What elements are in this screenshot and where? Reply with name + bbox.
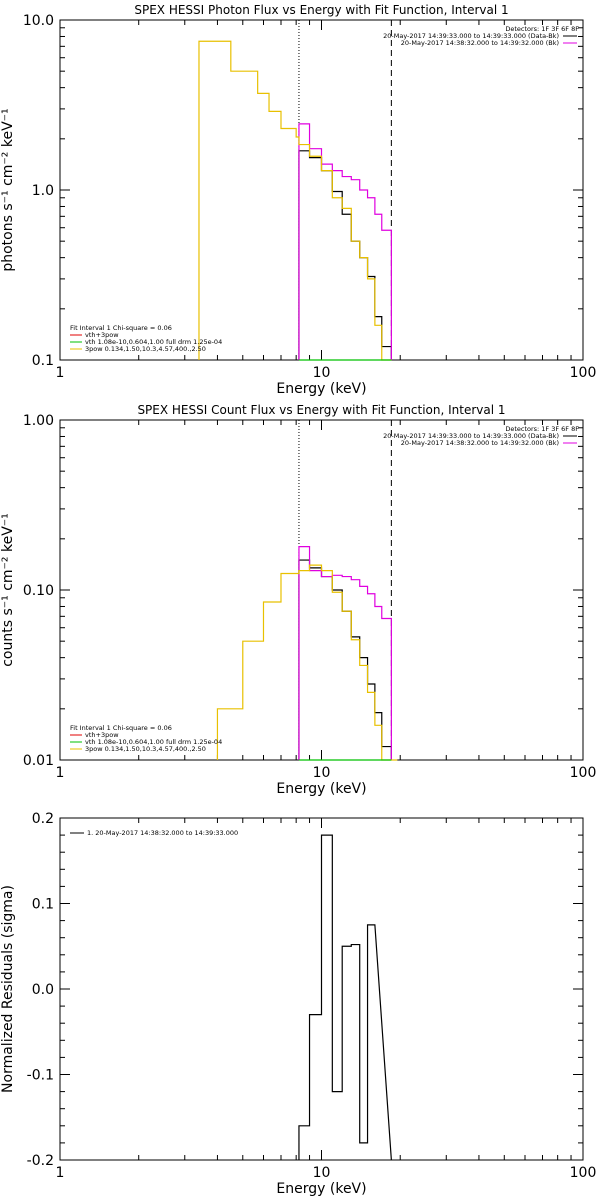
series-2-histogram [298, 546, 392, 760]
x-axis-label: Energy (keV) [276, 1181, 366, 1197]
x-tick-label: 100 [570, 765, 597, 781]
legend-top-entry: Detectors: 1F 3F 6F 8F [505, 425, 579, 433]
chart-panel-3: 1 10 100 -0.2 -0.1 0.0 0.1 0.2 Energy (keV) Norma… [0, 811, 596, 1197]
x-tick-label: 1 [56, 1165, 65, 1181]
y-tick-label: 10.0 [23, 13, 54, 29]
x-tick-label: 1 [56, 765, 65, 781]
chart-panel-2: 1 10 100 0.01 0.10 1.00 SPEX HESSI Count Flux … [0, 403, 596, 797]
series-1-histogram [298, 150, 392, 360]
legend-fit-entry: vth 1.08e-10,0.604,1.00 full drm 1.25e-0… [85, 738, 222, 746]
y-tick-label: 0.10 [23, 583, 54, 599]
series-2-histogram [298, 123, 392, 360]
x-tick-label: 100 [570, 365, 597, 381]
x-tick-label: 10 [313, 1165, 331, 1181]
y-tick-label: 0.0 [32, 982, 54, 998]
legend-fit-entry: Fit Interval 1 Chi-square = 0.06 [70, 324, 172, 332]
legend-top-entry: 1. 20-May-2017 14:38:32.000 to 14:39:33.… [87, 829, 238, 837]
legend-top-entry: 20-May-2017 14:38:32.000 to 14:39:32.000… [401, 439, 559, 447]
x-tick-label: 10 [313, 365, 331, 381]
chart-title: SPEX HESSI Count Flux vs Energy with Fit… [137, 403, 505, 417]
x-axis-label: Energy (keV) [276, 381, 366, 397]
y-tick-label: 0.01 [23, 753, 54, 769]
series-1-histogram [298, 559, 392, 760]
legend-fit-entry: vth+3pow [85, 331, 119, 339]
x-tick-label: 1 [56, 365, 65, 381]
legend-fit-entry: 3pow 0.134,1.50,10.3,4.57,400.,2.50 [85, 745, 206, 753]
legend-fit-entry: Fit Interval 1 Chi-square = 0.06 [70, 724, 172, 732]
y-tick-label: 1.0 [32, 183, 54, 199]
y-axis-label: photons s⁻¹ cm⁻² keV⁻¹ [0, 108, 16, 271]
legend-top-entry: 20-May-2017 14:38:32.000 to 14:39:32.000… [401, 39, 559, 47]
y-axis-label: counts s⁻¹ cm⁻² keV⁻¹ [0, 513, 16, 667]
y-tick-label: 0.1 [32, 353, 54, 369]
series-1-histogram [298, 834, 392, 1161]
y-tick-label: 0.1 [32, 897, 54, 913]
y-tick-label: -0.2 [27, 1153, 54, 1169]
plot-frame [59, 419, 584, 761]
x-tick-label: 100 [570, 1165, 597, 1181]
series-3-histogram [198, 40, 392, 361]
x-tick-label: 10 [313, 765, 331, 781]
y-tick-label: 1.00 [23, 413, 54, 429]
x-axis-label: Energy (keV) [276, 781, 366, 797]
y-tick-label: 0.2 [32, 811, 54, 827]
plot-frame [59, 19, 584, 361]
legend-top-entry: Detectors: 1F 3F 6F 8F [505, 25, 579, 33]
legend-top-entry: 20-May-2017 14:39:33.000 to 14:39:33.000… [383, 32, 559, 40]
y-tick-label: -0.1 [27, 1068, 54, 1084]
legend-fit-entry: 3pow 0.134,1.50,10.3,4.57,400.,2.50 [85, 345, 206, 353]
chart-title: SPEX HESSI Photon Flux vs Energy with Fi… [134, 3, 508, 17]
series-3-histogram [216, 564, 398, 761]
legend-top-entry: 20-May-2017 14:39:33.000 to 14:39:33.000… [383, 432, 559, 440]
legend-fit-entry: vth+3pow [85, 731, 119, 739]
legend-fit-entry: vth 1.08e-10,0.604,1.00 full drm 1.25e-0… [85, 338, 222, 346]
chart-panel-1: 1 10 100 0.1 1.0 10.0 SPEX HESSI Photon Flux v… [0, 3, 596, 397]
y-axis-label: Normalized Residuals (sigma) [0, 885, 16, 1093]
